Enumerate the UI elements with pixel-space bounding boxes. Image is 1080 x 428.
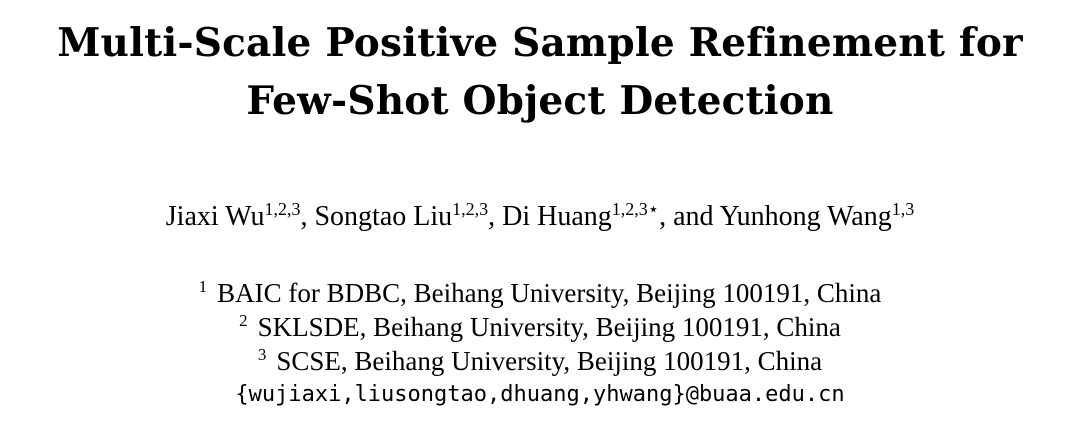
author-name: Songtao Liu bbox=[314, 201, 453, 232]
author-name: Jiaxi Wu bbox=[165, 201, 265, 232]
author-affiliation-marks: 1,2,3⋆ bbox=[611, 199, 660, 219]
author-separator: , bbox=[488, 201, 503, 232]
affiliation-text: BAIC for BDBC, Beihang University, Beiji… bbox=[217, 278, 882, 308]
affiliation-line: 1 BAIC for BDBC, Beihang University, Beij… bbox=[0, 276, 1080, 310]
author-name: Di Huang bbox=[502, 201, 612, 232]
affiliation-line: 3 SCSE, Beihang University, Beijing 10019… bbox=[0, 344, 1080, 378]
email-addresses: {wujiaxi,liusongtao,dhuang,yhwang}@buaa.… bbox=[235, 382, 845, 407]
paper-title: Multi-Scale Positive Sample Refinement f… bbox=[0, 14, 1080, 130]
title-line-1: Multi-Scale Positive Sample Refinement f… bbox=[57, 20, 1023, 66]
author-affiliation-marks: 1,3 bbox=[891, 199, 915, 219]
affiliation-line: 2 SKLSDE, Beihang University, Beijing 100… bbox=[0, 310, 1080, 344]
affiliation-mark: 3 bbox=[257, 345, 267, 364]
author-name: Yunhong Wang bbox=[719, 201, 892, 232]
affiliation-text: SKLSDE, Beihang University, Beijing 1001… bbox=[257, 312, 841, 342]
title-line-2: Few-Shot Object Detection bbox=[246, 78, 834, 124]
affiliation-text: SCSE, Beihang University, Beijing 100191… bbox=[276, 346, 823, 376]
author-affiliation-marks: 1,2,3 bbox=[264, 199, 301, 219]
affiliation-block: 1 BAIC for BDBC, Beihang University, Beij… bbox=[0, 276, 1080, 412]
author-list: Jiaxi Wu1,2,3, Songtao Liu1,2,3, Di Huan… bbox=[0, 200, 1080, 234]
author-affiliation-marks: 1,2,3 bbox=[452, 199, 489, 219]
author-separator: , and bbox=[659, 201, 720, 232]
affiliation-mark: 1 bbox=[198, 277, 208, 296]
affiliation-mark: 2 bbox=[239, 311, 248, 330]
author-separator: , bbox=[300, 201, 315, 232]
